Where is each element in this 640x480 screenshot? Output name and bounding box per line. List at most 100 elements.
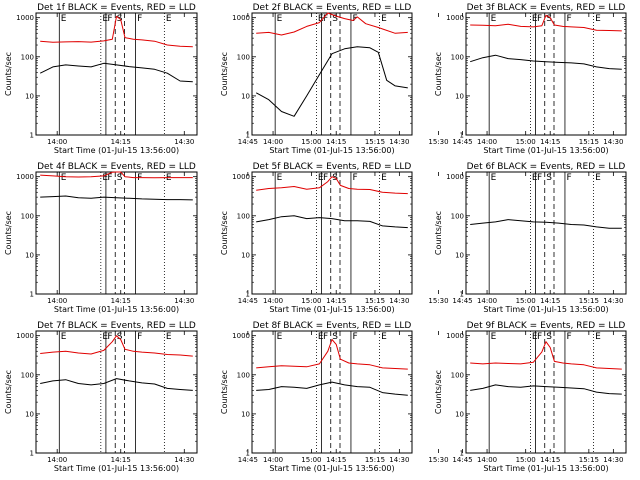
x-tick-label: 14:00 (477, 297, 497, 305)
x-axis-label: Start Time (01-Jul-15 13:56:00) (483, 146, 608, 155)
detector-panel-6: Det 6f BLACK = Events, RED = LLD 1 10 100 10… (434, 162, 627, 314)
x-tick-label: 14:00 (263, 297, 283, 305)
interval-label: E (102, 14, 108, 24)
y-axis-label: Counts/sec (4, 211, 13, 255)
plot-frame (465, 330, 627, 454)
y-tick-label: 10 (241, 251, 250, 259)
panel-title: Det 8f BLACK = Events, RED = LLD (253, 321, 412, 331)
interval-label: E (61, 173, 67, 183)
plot-frame (465, 171, 627, 295)
x-tick-label: 14:15 (326, 138, 346, 146)
interval-label: E (166, 14, 172, 24)
lld-series-line (256, 12, 408, 36)
y-axis-label: Counts/sec (220, 52, 229, 96)
y-tick-label: 10 (241, 410, 250, 418)
y-tick-label: 1 (30, 132, 34, 140)
interval-label: S (332, 332, 338, 342)
interval-label: E (166, 332, 172, 342)
y-tick-label: 100 (21, 212, 34, 220)
x-tick-label: 14:15 (326, 297, 346, 305)
detector-panel-3: Det 3f BLACK = Events, RED = LLD 1 10 100 10… (434, 3, 627, 155)
interval-label: E (277, 173, 283, 183)
interval-label: F (137, 332, 142, 342)
events-series-line (255, 46, 408, 117)
x-tick-label: 14:15 (111, 138, 131, 146)
x-tick-label: 14:15 (111, 456, 131, 464)
x-axis-label: Start Time (01-Jul-15 13:56:00) (269, 305, 394, 314)
x-axis-label: Start Time (01-Jul-15 13:56:00) (54, 305, 179, 314)
interval-label: S (546, 14, 552, 24)
y-tick-label: 100 (451, 212, 464, 220)
x-axis-label: Start Time (01-Jul-15 13:56:00) (483, 305, 608, 314)
x-tick-label: 14:30 (389, 138, 409, 146)
x-tick-label: 15:00 (516, 297, 536, 305)
interval-label: E (318, 332, 324, 342)
y-tick-label: 1 (30, 450, 34, 458)
plot-frame (251, 330, 413, 454)
plot-frame (35, 171, 198, 295)
y-axis-label: Counts/sec (220, 211, 229, 255)
interval-label: E (102, 332, 108, 342)
panel-title: Det 1f BLACK = Events, RED = LLD (37, 3, 196, 13)
y-tick-label: 10 (455, 410, 464, 418)
x-tick-label: 14:30 (603, 138, 623, 146)
y-axis-label: Counts/sec (220, 370, 229, 414)
interval-label: E (102, 173, 108, 183)
interval-label: E (61, 14, 67, 24)
y-axis-label: Counts/sec (434, 52, 443, 96)
events-series-line (470, 219, 622, 229)
events-series-line (40, 378, 193, 391)
interval-label: S (332, 14, 338, 24)
x-tick-label: 14:30 (603, 297, 623, 305)
y-tick-label: 100 (21, 53, 34, 61)
x-tick-label: 14:15 (326, 456, 346, 464)
plot-frame (251, 171, 413, 295)
events-series-line (256, 381, 408, 396)
x-axis-label: Start Time (01-Jul-15 13:56:00) (54, 146, 179, 155)
interval-label: E (277, 332, 283, 342)
interval-label: S (117, 173, 123, 183)
x-tick-label: 14:30 (174, 456, 194, 464)
interval-label: E (595, 332, 601, 342)
y-tick-label: 1 (460, 291, 464, 299)
y-tick-label: 1000 (16, 332, 34, 340)
interval-label: E (491, 173, 497, 183)
x-tick-label: 14:00 (47, 456, 67, 464)
y-tick-label: 10 (241, 92, 250, 100)
panel-title: Det 4f BLACK = Events, RED = LLD (37, 162, 196, 172)
y-tick-label: 1000 (446, 173, 464, 181)
y-tick-label: 10 (455, 251, 464, 259)
interval-label: E (491, 14, 497, 24)
x-tick-label: 14:00 (263, 138, 283, 146)
x-tick-label: 14:45 (452, 297, 472, 305)
x-tick-label: 14:00 (263, 456, 283, 464)
detector-panel-8: Det 8f BLACK = Events, RED = LLD 1 10 100 10… (220, 321, 599, 473)
x-tick-label: 15:15 (365, 297, 385, 305)
y-tick-label: 100 (451, 371, 464, 379)
y-tick-label: 100 (21, 371, 34, 379)
x-tick-label: 15:15 (365, 456, 385, 464)
x-axis-label: Start Time (01-Jul-15 13:56:00) (483, 464, 608, 473)
y-tick-label: 1 (460, 450, 464, 458)
y-tick-label: 10 (25, 410, 34, 418)
x-tick-label: 14:45 (452, 138, 472, 146)
interval-label: F (323, 173, 328, 183)
interval-label: F (137, 14, 142, 24)
x-tick-label: 14:45 (238, 456, 258, 464)
x-tick-label: 14:45 (452, 456, 472, 464)
x-tick-label: 14:30 (603, 456, 623, 464)
events-series-line (256, 215, 408, 229)
y-tick-label: 1000 (16, 173, 34, 181)
x-tick-label: 14:15 (540, 297, 560, 305)
plot-frame (35, 330, 198, 454)
x-tick-label: 14:00 (477, 456, 497, 464)
interval-label: F (537, 14, 542, 24)
x-tick-label: 14:15 (111, 297, 131, 305)
y-tick-label: 1000 (232, 173, 250, 181)
x-tick-label: 14:30 (174, 297, 194, 305)
events-series-line (470, 384, 622, 395)
y-tick-label: 100 (237, 212, 250, 220)
x-tick-label: 14:15 (540, 138, 560, 146)
detector-panel-7: Det 7f BLACK = Events, RED = LLD 1 10 100 10… (4, 321, 449, 473)
